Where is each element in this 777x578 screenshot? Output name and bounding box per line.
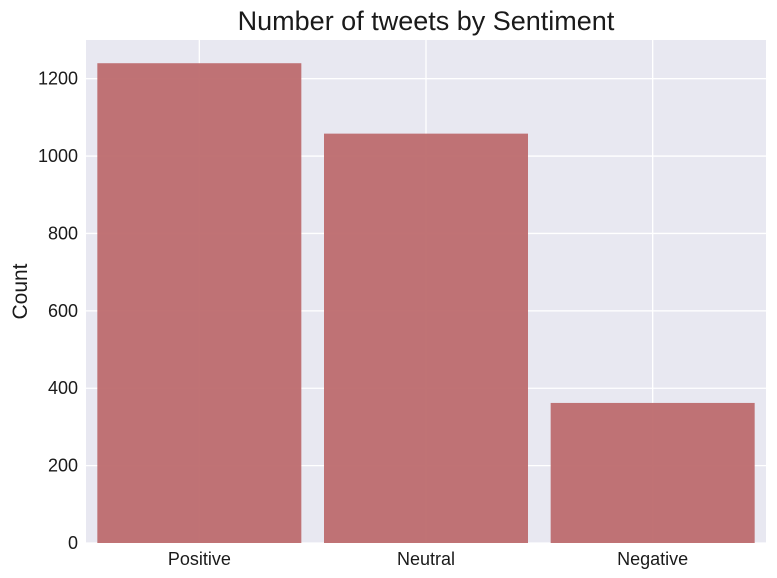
x-axis-ticks: Positive Neutral Negative xyxy=(168,549,688,569)
y-tick-label: 800 xyxy=(48,223,78,243)
y-axis-ticks: 0 200 400 600 800 1000 1200 xyxy=(38,69,78,553)
y-tick-label: 1200 xyxy=(38,69,78,89)
y-tick-label: 200 xyxy=(48,456,78,476)
x-tick-label: Negative xyxy=(617,549,688,569)
y-tick-label: 0 xyxy=(68,533,78,553)
bar-neutral xyxy=(324,133,528,544)
y-tick-label: 1000 xyxy=(38,146,78,166)
y-tick-label: 400 xyxy=(48,378,78,398)
x-tick-label: Neutral xyxy=(397,549,455,569)
y-axis-label: Count xyxy=(9,263,32,319)
y-tick-label: 600 xyxy=(48,301,78,321)
bar-negative xyxy=(550,402,755,543)
chart-title: Number of tweets by Sentiment xyxy=(238,6,615,36)
bar-positive xyxy=(97,63,302,543)
bars xyxy=(97,63,755,544)
x-tick-label: Positive xyxy=(168,549,231,569)
